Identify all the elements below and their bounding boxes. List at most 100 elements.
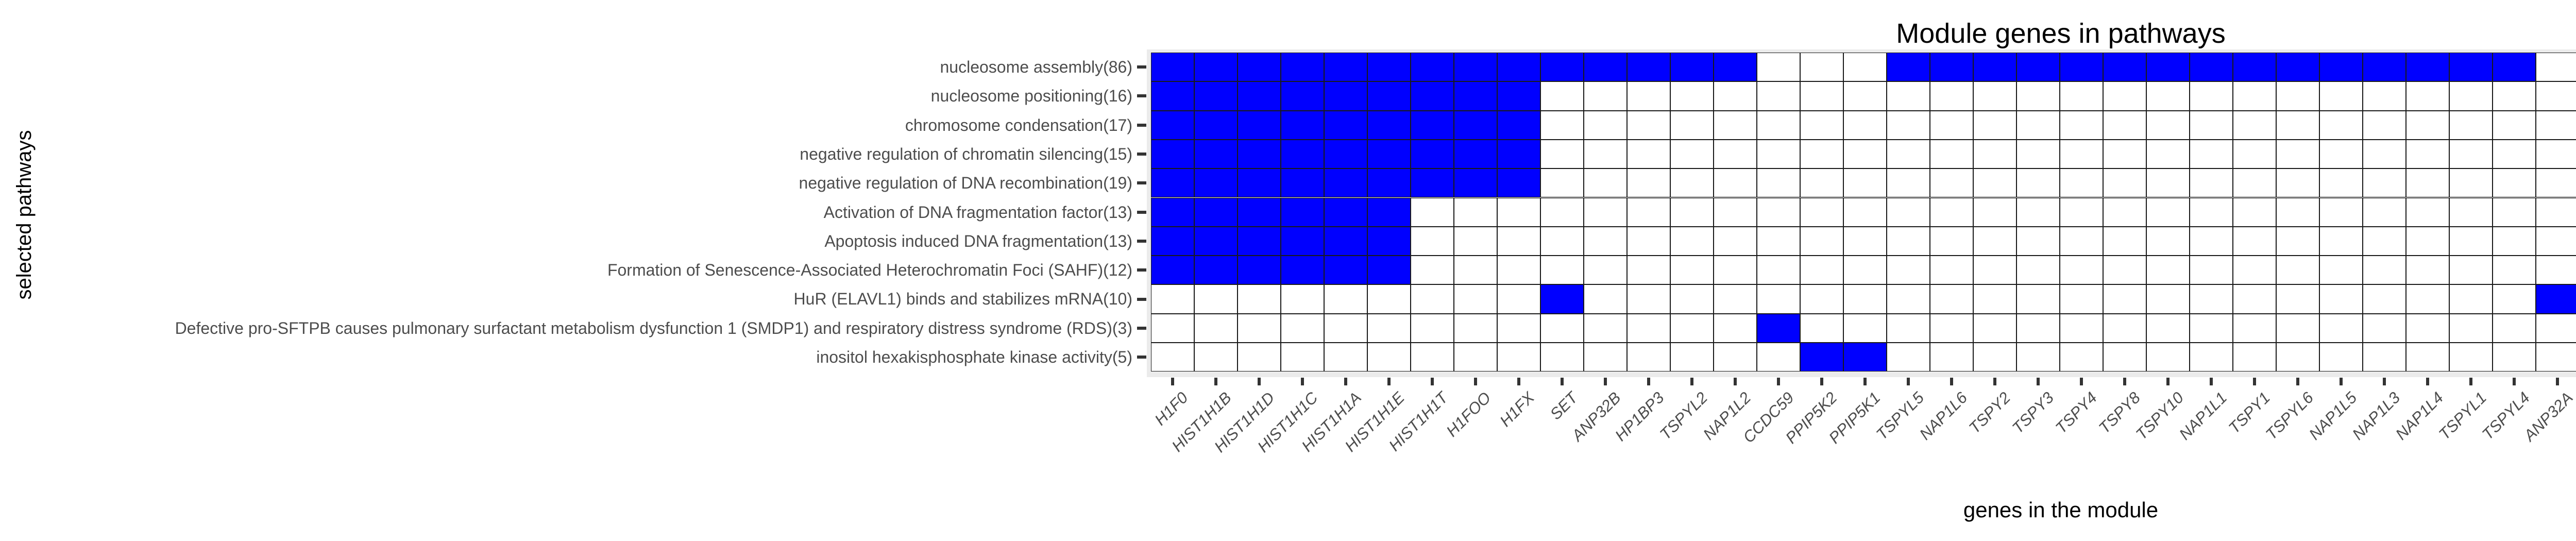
heatmap-cell <box>1670 343 1714 372</box>
x-tick-mark <box>2469 378 2472 385</box>
heatmap-cell <box>2103 139 2146 169</box>
heatmap-cell <box>1238 284 1281 314</box>
heatmap-cell <box>2536 81 2576 111</box>
heatmap-cell <box>2016 81 2060 111</box>
heatmap-cell <box>2190 81 2233 111</box>
heatmap-cell <box>1800 313 1843 343</box>
heatmap-cell <box>1411 256 1454 285</box>
heatmap-cell <box>1367 256 1411 285</box>
heatmap-cell <box>2146 110 2190 140</box>
heatmap-cell <box>1454 284 1497 314</box>
heatmap-cell <box>1670 168 1714 198</box>
heatmap-cell <box>1238 81 1281 111</box>
x-tick-mark <box>1344 378 1347 385</box>
heatmap-cell <box>2449 168 2493 198</box>
heatmap-cell <box>1497 256 1540 285</box>
heatmap-cell <box>1800 343 1843 372</box>
heatmap-cell <box>1670 139 1714 169</box>
gene-label: TSPY3 <box>2008 388 2057 437</box>
heatmap-cell <box>2016 168 2060 198</box>
y-tick-mark <box>1137 153 1146 156</box>
heatmap-cell <box>2493 313 2536 343</box>
gene-label: SET <box>1546 388 1581 424</box>
heatmap-cell <box>1800 197 1843 227</box>
y-tick-mark <box>1137 356 1146 359</box>
heatmap-cell <box>1800 110 1843 140</box>
heatmap-cell <box>2103 110 2146 140</box>
heatmap-cell <box>2363 197 2406 227</box>
x-tick-mark <box>2210 378 2213 385</box>
heatmap-cell <box>1497 168 1540 198</box>
heatmap-cell <box>1281 313 1324 343</box>
heatmap-cell <box>1800 81 1843 111</box>
heatmap-cell <box>1757 284 1800 314</box>
heatmap-cell <box>2493 139 2536 169</box>
heatmap-cell <box>1843 53 1887 82</box>
heatmap-cell <box>2060 139 2103 169</box>
heatmap-cell <box>2319 197 2363 227</box>
heatmap-cell <box>1540 81 1584 111</box>
heatmap-cell <box>1670 256 1714 285</box>
heatmap-cell <box>2060 197 2103 227</box>
heatmap-cell <box>2319 81 2363 111</box>
heatmap-cell <box>1670 226 1714 256</box>
heatmap-cell <box>1238 226 1281 256</box>
heatmap-cell <box>1887 168 1930 198</box>
heatmap-cell <box>1973 139 2016 169</box>
heatmap-cell <box>1887 313 1930 343</box>
heatmap-cell <box>2363 256 2406 285</box>
gene-label: TSPY4 <box>2052 388 2100 437</box>
heatmap-cell <box>1714 110 1757 140</box>
heatmap-cell <box>2449 284 2493 314</box>
heatmap-cell <box>2276 256 2319 285</box>
heatmap-cell <box>1973 313 2016 343</box>
heatmap-cell <box>1411 139 1454 169</box>
heatmap-cell <box>1714 313 1757 343</box>
y-tick-mark <box>1137 65 1146 69</box>
x-tick-mark <box>1863 378 1867 385</box>
heatmap-cell <box>1627 226 1670 256</box>
heatmap-cell <box>1800 139 1843 169</box>
pathway-label: chromosome condensation(17) <box>905 115 1132 134</box>
gene-label: TSPY2 <box>1965 388 2014 437</box>
heatmap-cell <box>2363 313 2406 343</box>
heatmap-cell <box>1411 53 1454 82</box>
heatmap-cell <box>1151 81 1194 111</box>
heatmap-cell <box>1757 81 1800 111</box>
heatmap-cell <box>1843 81 1887 111</box>
x-tick-mark <box>1171 378 1174 385</box>
heatmap-cell <box>1367 110 1411 140</box>
x-tick-mark <box>2037 378 2040 385</box>
heatmap-cell <box>1584 81 1627 111</box>
heatmap-cell <box>2536 53 2576 82</box>
gene-label: NAP1L6 <box>1916 388 1971 444</box>
heatmap-cell <box>2146 226 2190 256</box>
heatmap-cell <box>1194 343 1238 372</box>
heatmap-cell <box>1973 284 2016 314</box>
heatmap-cell <box>1627 284 1670 314</box>
heatmap-cell <box>1194 110 1238 140</box>
heatmap-cell <box>1627 110 1670 140</box>
heatmap-cell <box>1411 284 1454 314</box>
heatmap-cell <box>1194 168 1238 198</box>
heatmap-cell <box>1843 256 1887 285</box>
heatmap-cell <box>1324 343 1367 372</box>
x-tick-mark <box>2296 378 2299 385</box>
heatmap-cell <box>1627 168 1670 198</box>
heatmap-cell <box>2493 81 2536 111</box>
heatmap-cell <box>1281 53 1324 82</box>
heatmap-cell <box>1584 168 1627 198</box>
heatmap-cell <box>2276 110 2319 140</box>
x-tick-mark <box>2556 378 2559 385</box>
heatmap-cell <box>1584 110 1627 140</box>
heatmap-cell <box>1627 313 1670 343</box>
heatmap-cell <box>1281 284 1324 314</box>
gene-label: H1F0 <box>1151 388 1192 429</box>
heatmap-cell <box>2016 256 2060 285</box>
heatmap-cell <box>2276 197 2319 227</box>
heatmap-cell <box>2493 53 2536 82</box>
heatmap-cell <box>1540 284 1584 314</box>
heatmap-cell <box>2103 256 2146 285</box>
gene-label: NAP1L4 <box>2392 388 2447 444</box>
heatmap-cell <box>1627 197 1670 227</box>
